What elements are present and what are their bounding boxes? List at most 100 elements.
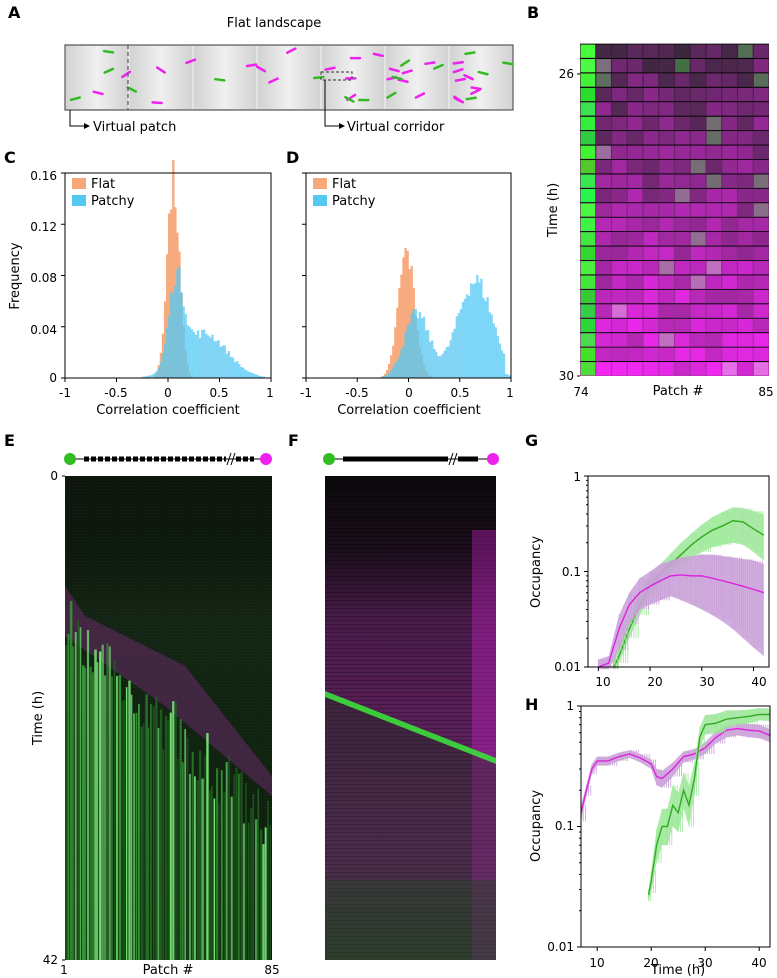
patch-cell [738,131,753,145]
g-ytick-0.01: 0.01 [554,660,581,674]
patch-cell [580,246,596,260]
hist-bar-patchy [457,313,461,378]
patch-cell [612,188,627,203]
panel-h-letter: H [525,695,538,714]
patch-cell [580,44,596,58]
patch-cell [675,261,690,275]
hist-bar-patchy [502,353,506,378]
patch-cell [722,188,737,203]
patch-cell [580,116,596,131]
hist-bar-patchy [147,375,150,378]
late-green [325,880,496,960]
green-front-diagonal [325,691,496,764]
hist-bar-patchy [506,374,510,378]
hist-bar-patchy [200,329,204,378]
patch-streak [123,700,126,960]
patch-streak [118,675,122,960]
patch-cell [738,304,753,318]
patch-cell [627,73,643,87]
h-xtick-10: 10 [589,956,604,970]
hist-bar-flat [172,160,175,378]
patch-cell [753,333,769,347]
hist-bar-patchy [231,357,235,378]
patch-streak [208,790,211,960]
patch-cell [580,347,596,361]
patch-cell [722,160,737,174]
hist-bar-patchy [414,308,417,378]
patch-streak [259,829,263,960]
hist-bar-patchy [163,343,167,378]
hist-bar-patchy [161,353,165,378]
patch-cell [722,44,737,58]
patch-cell [753,102,769,116]
patch-cell [706,203,722,217]
hist-bar-patchy [500,350,504,378]
patch-streak [213,798,216,960]
patch-cell [612,246,627,260]
hist-bar-patchy [143,376,146,378]
panel-f-letter: F [288,431,299,450]
patch-cell [627,188,643,203]
hist-bar-patchy [184,313,187,378]
patch-cell [612,261,627,275]
patch-cell [659,232,674,246]
hist-bar-patchy [174,285,177,378]
hist-bar-patchy [496,335,499,378]
patch-cell [722,145,737,159]
hist-bar-patchy [254,374,257,378]
patch-cell [643,44,659,58]
patch-cell [690,347,706,361]
patch-cell [753,73,769,87]
h-xlabel: Time (h) [650,963,705,978]
patch-cell [596,188,611,203]
hist-bar-patchy [447,346,450,378]
hist-bar-patchy [486,297,489,378]
hist-bar-patchy [141,376,144,378]
landscape-tile [450,46,512,109]
hist-bar-patchy [400,349,403,378]
patch-streak [225,762,228,960]
patch-cell [627,246,643,260]
patch-streak [257,788,260,960]
patch-streak [191,751,194,960]
hist-bar-patchy [388,373,391,378]
patch-cell [627,145,643,159]
patch-cell [659,362,674,376]
patch-cell [675,318,690,333]
patch-cell [612,59,627,73]
patch-cell [643,261,659,275]
g-xtick-30: 30 [699,675,714,689]
hist-bar-patchy [207,335,210,378]
patch-cell [722,362,737,376]
patch-cell [738,232,753,246]
h-ticks [577,705,760,951]
d-xtick-0.5: 0.5 [450,386,469,400]
patch-cell [627,347,643,361]
hist-bar-flat [379,376,383,378]
hist-bar-patchy [151,374,154,378]
hist-bar-patchy [238,364,241,378]
hist-bar-flat [400,274,403,378]
cell-marker [397,78,409,83]
patch-cell [580,318,596,333]
e-xtick-1: 1 [60,963,68,977]
histogram-c [141,160,266,378]
patch-cell [612,73,627,87]
b-xtick-85: 85 [758,385,773,399]
patch-cell [643,246,659,260]
patch-cell [722,102,737,116]
patch-cell [690,102,706,116]
patch-cell [706,59,722,73]
hist-bar-patchy [435,351,438,378]
cell-marker [424,61,436,66]
hist-bar-patchy [482,297,485,378]
patch-cell [659,246,674,260]
c-ytick-0.08: 0.08 [30,271,57,285]
cell-marker [453,95,464,103]
hist-bar-patchy [490,314,493,378]
hist-bar-patchy [398,356,401,378]
patch-cell [596,217,611,232]
hist-bar-patchy [178,266,181,378]
patch-cell [675,44,690,58]
cell-marker [388,67,400,73]
